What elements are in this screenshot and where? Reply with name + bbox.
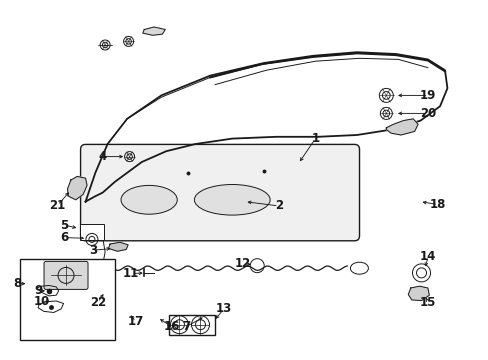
Text: 7: 7: [182, 320, 189, 333]
FancyBboxPatch shape: [81, 144, 359, 241]
Text: 9: 9: [34, 284, 42, 297]
FancyBboxPatch shape: [80, 224, 103, 240]
Polygon shape: [407, 286, 428, 301]
Text: 19: 19: [419, 89, 436, 102]
Text: 16: 16: [163, 320, 180, 333]
Text: 20: 20: [419, 107, 436, 120]
Text: 3: 3: [89, 244, 97, 257]
Text: 18: 18: [429, 198, 446, 211]
FancyBboxPatch shape: [44, 261, 88, 289]
Text: 4: 4: [99, 150, 106, 163]
Text: 17: 17: [127, 315, 144, 328]
FancyBboxPatch shape: [168, 315, 215, 335]
Text: 11: 11: [122, 267, 139, 280]
Text: 5: 5: [61, 219, 68, 231]
Text: 15: 15: [419, 296, 436, 309]
Text: 12: 12: [234, 257, 251, 270]
Ellipse shape: [194, 184, 269, 215]
Text: 1: 1: [311, 132, 319, 145]
Polygon shape: [108, 242, 128, 251]
Text: 6: 6: [61, 231, 68, 244]
Polygon shape: [386, 119, 417, 135]
Text: 22: 22: [89, 296, 106, 309]
Text: 13: 13: [215, 302, 232, 315]
Polygon shape: [67, 176, 87, 200]
Ellipse shape: [121, 185, 177, 214]
Text: 8: 8: [13, 277, 21, 290]
FancyBboxPatch shape: [20, 259, 115, 340]
Text: 10: 10: [33, 295, 50, 308]
Text: 2: 2: [274, 199, 282, 212]
Polygon shape: [142, 27, 165, 35]
Text: 14: 14: [419, 250, 436, 263]
Text: 21: 21: [49, 199, 66, 212]
